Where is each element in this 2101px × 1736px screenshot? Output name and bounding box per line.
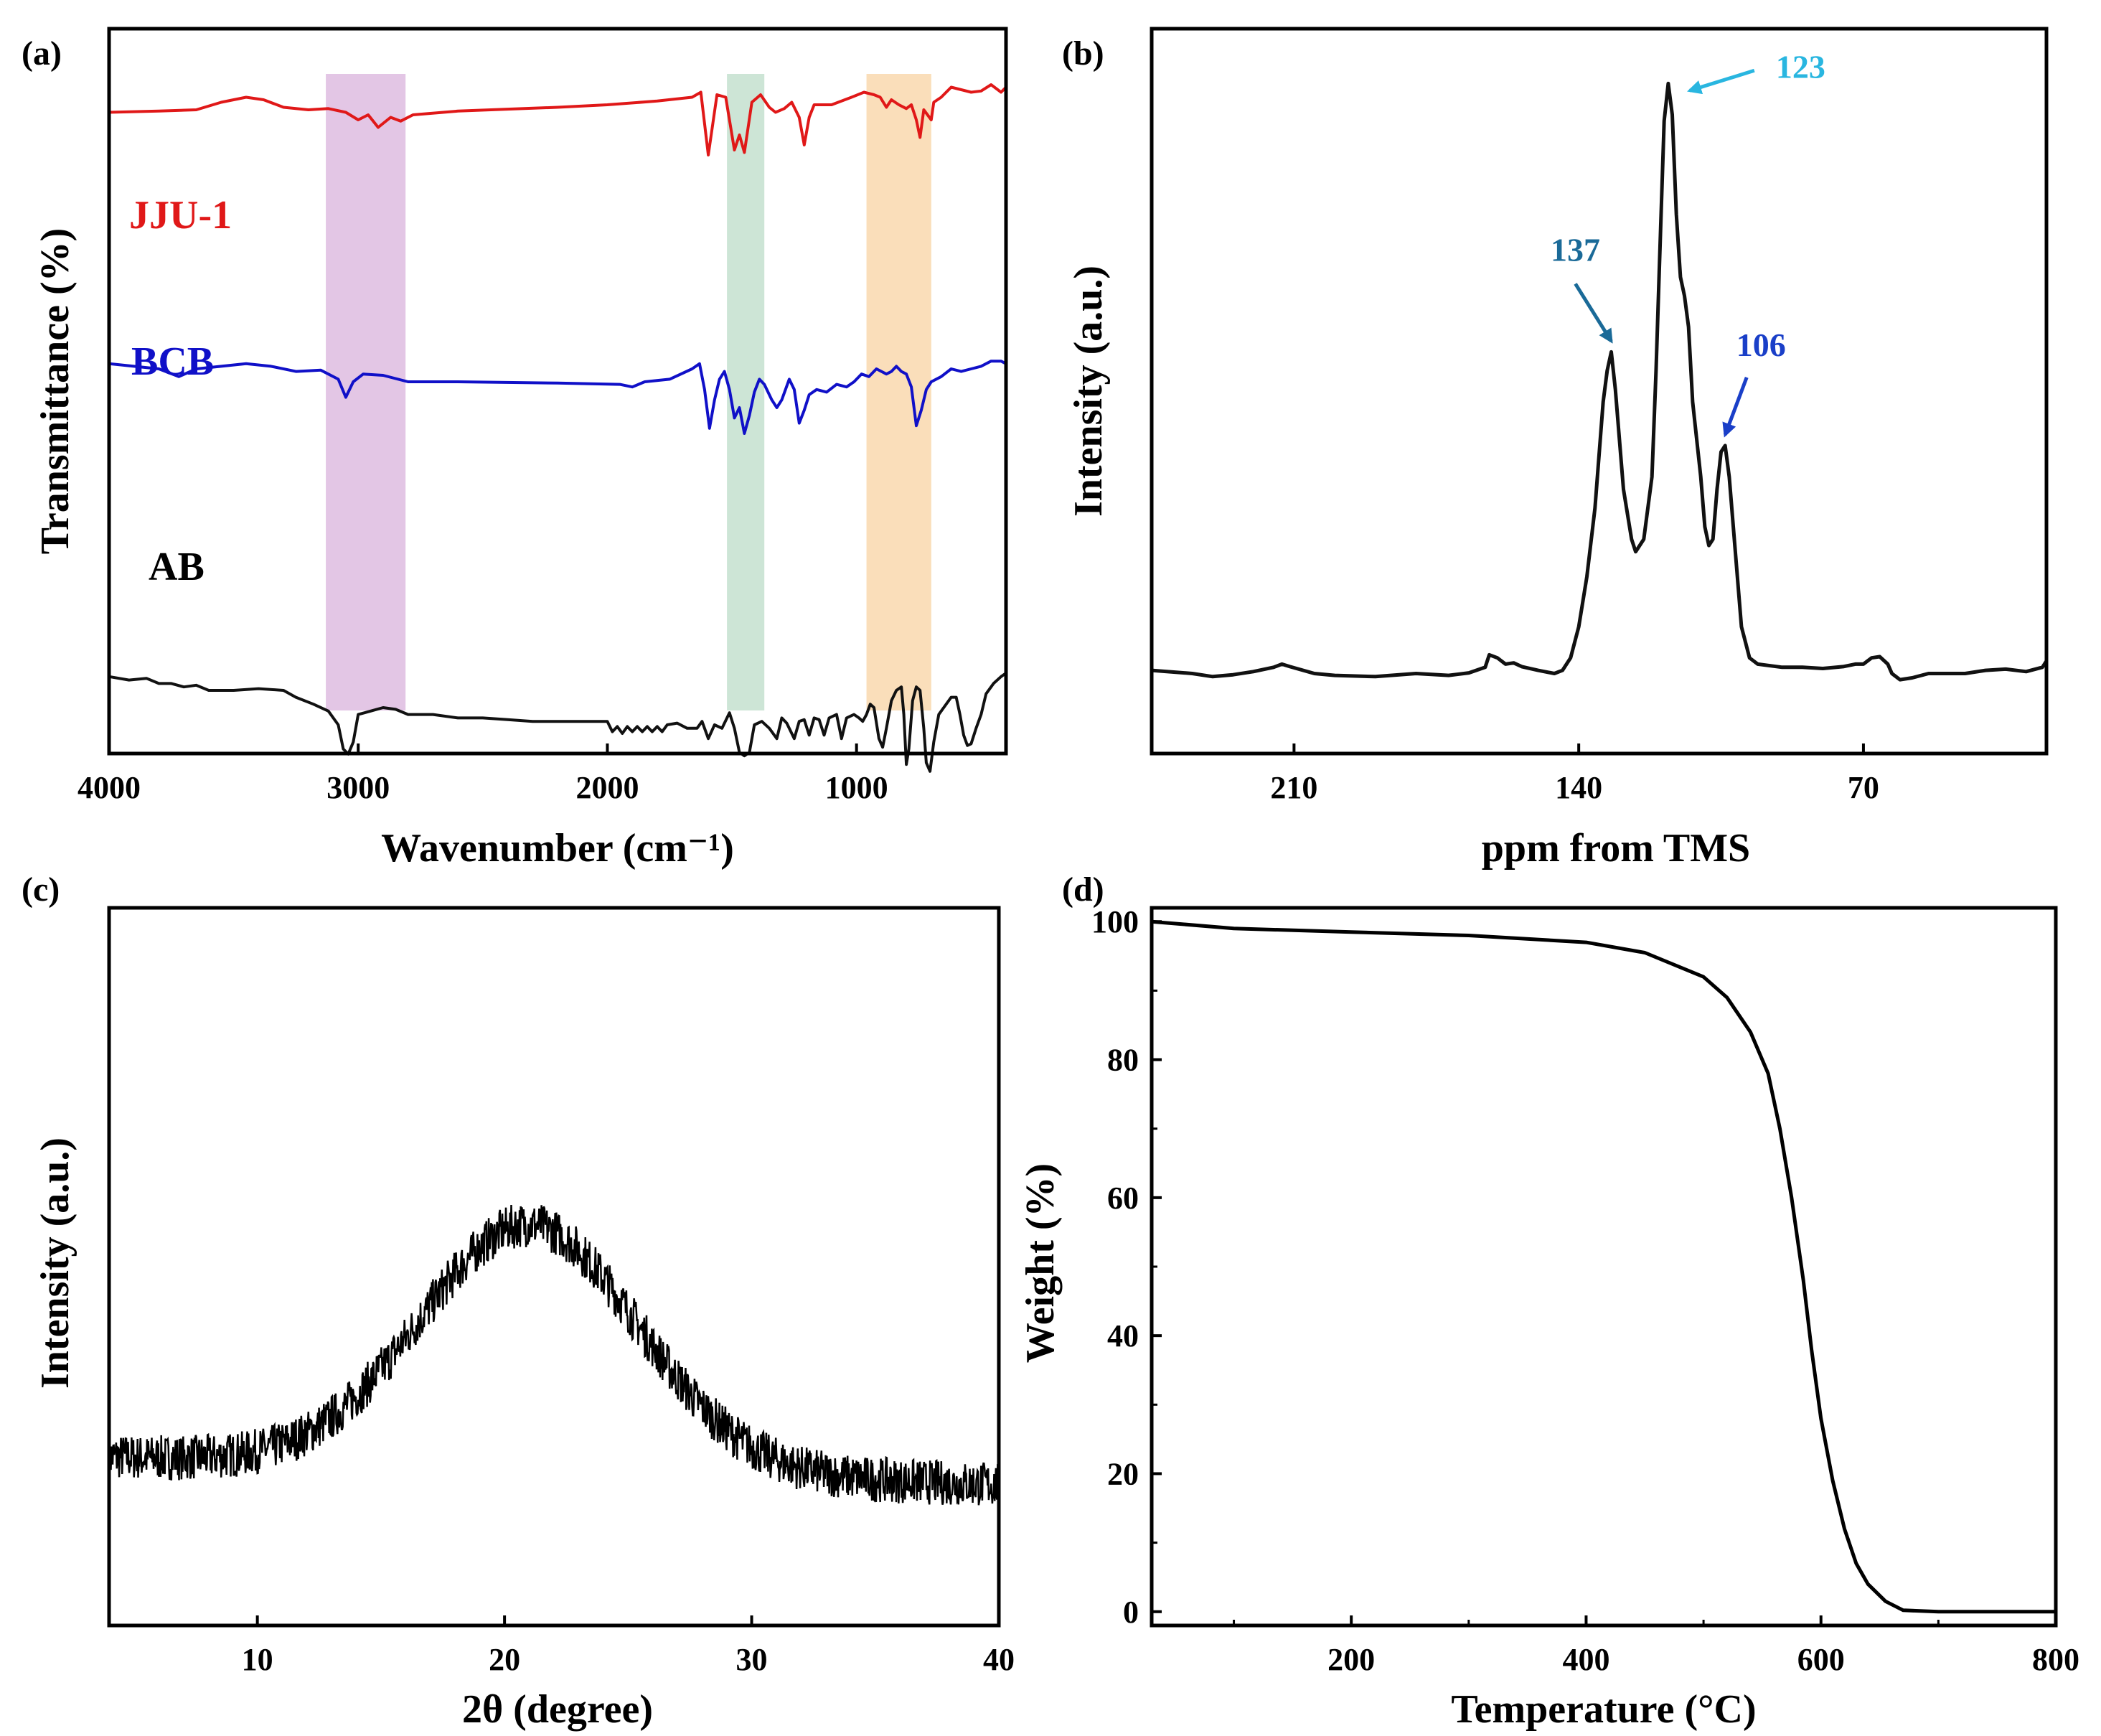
d-y-tick-label: 20	[1107, 1456, 1139, 1491]
d-x-axis-title: Temperature (°C)	[1451, 1687, 1756, 1732]
b-peak-label: 137	[1551, 231, 1600, 268]
a-highlight-band	[866, 74, 931, 710]
c-series-group	[108, 1204, 1000, 1506]
a-series-label-ab: AB	[149, 545, 205, 589]
b-peak-arrow	[1574, 283, 1613, 344]
panel-a-ir-spectra: 4000 3000 2000 1000 (a) Wavenumber (cm⁻¹) T…	[22, 27, 1008, 871]
d-y-tick-label: 80	[1107, 1043, 1139, 1078]
a-y-axis-title: Transmittance (%)	[33, 228, 77, 555]
c-x-tick-label: 20	[489, 1642, 520, 1677]
d-y-tick-label: 0	[1123, 1595, 1139, 1630]
b-x-tick-label: 70	[1848, 770, 1879, 805]
b-peak-arrow	[1722, 377, 1749, 438]
b-x-tick-label: 210	[1270, 770, 1317, 805]
b-series-line	[1151, 81, 2049, 682]
c-y-axis-title: Intensity (a.u.)	[33, 1137, 77, 1389]
panel-c-pxrd: 10 20 30 40 (c) 2θ (degree) Intensity (a.u.…	[22, 871, 1015, 1732]
a-x-tick-label: 3000	[326, 770, 390, 805]
c-x-axis-title: 2θ (degree)	[462, 1687, 653, 1732]
b-panel-label: (b)	[1062, 34, 1104, 72]
b-y-axis-title: Intensity (a.u.)	[1066, 266, 1111, 517]
b-x-ticks: 210 140 70	[1270, 743, 1879, 805]
d-plot-frame	[1150, 906, 2058, 1628]
a-x-tick-label: 4000	[77, 770, 141, 805]
d-y-tick-label: 100	[1091, 904, 1139, 939]
a-series-line-bcb	[108, 360, 1007, 435]
a-panel-label: (a)	[22, 34, 62, 72]
a-highlight-band	[727, 74, 765, 710]
c-x-tick-label: 40	[983, 1642, 1015, 1677]
a-x-axis-title: Wavenumber (cm⁻¹)	[381, 826, 734, 871]
d-x-tick-label: 800	[2032, 1642, 2079, 1677]
b-x-tick-label: 140	[1555, 770, 1602, 805]
b-peak-label: 123	[1776, 48, 1825, 85]
c-panel-label: (c)	[22, 871, 60, 909]
b-plot-frame	[1150, 27, 2049, 756]
d-x-tick-label: 200	[1327, 1642, 1375, 1677]
d-series-line	[1151, 919, 2056, 1614]
a-series-label-jju1: JJU-1	[129, 193, 232, 238]
c-series-line	[108, 1204, 1000, 1506]
a-series-label-bcb: BCB	[131, 339, 214, 384]
panel-d-tga: 200 400 600 800 0 20 40 60 80 100 (d) Temperature…	[1018, 871, 2079, 1732]
a-highlight-bands	[326, 74, 931, 710]
d-x-tick-label: 600	[1797, 1642, 1845, 1677]
d-axis-ticks: 200 400 600 800 0 20 40 60 80 100	[1091, 904, 2079, 1677]
d-y-axis-title: Weight (%)	[1018, 1163, 1063, 1363]
d-series-group	[1151, 919, 2056, 1614]
d-x-tick-label: 400	[1562, 1642, 1609, 1677]
b-peak-label: 106	[1736, 327, 1786, 363]
panel-b-nmr-spectrum: 210 140 70 123 137 106 (b) ppm from TMS Inte…	[1062, 27, 2049, 871]
c-x-ticks: 10 20 30 40	[242, 1615, 1015, 1677]
d-y-tick-label: 60	[1107, 1181, 1139, 1216]
b-peak-annotations: 123 137 106	[1551, 48, 1825, 438]
a-series-line-jju-1	[108, 83, 1007, 156]
a-x-tick-label: 1000	[825, 770, 888, 805]
d-y-tick-label: 40	[1107, 1318, 1139, 1353]
b-peak-arrow	[1687, 68, 1755, 95]
c-x-tick-label: 10	[242, 1642, 273, 1677]
c-x-tick-label: 30	[736, 1642, 768, 1677]
b-series-group	[1151, 81, 2049, 682]
c-plot-frame	[107, 906, 1001, 1628]
d-panel-label: (d)	[1062, 871, 1104, 909]
b-x-axis-title: ppm from TMS	[1482, 826, 1750, 871]
a-highlight-band	[326, 74, 406, 710]
a-x-ticks: 4000 3000 2000 1000	[77, 743, 888, 805]
a-plot-frame	[107, 27, 1008, 756]
a-x-tick-label: 2000	[575, 770, 639, 805]
